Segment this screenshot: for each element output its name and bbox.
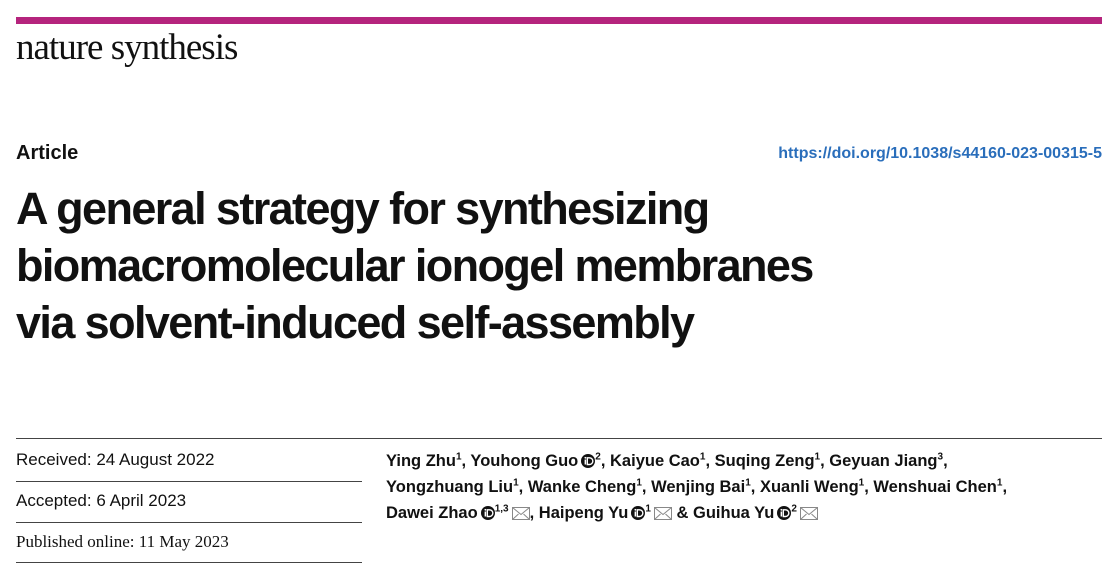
author-name[interactable]: Suqing Zeng: [714, 452, 815, 470]
divider: [16, 522, 362, 523]
orcid-icon[interactable]: [777, 506, 792, 520]
affiliation: 1: [814, 451, 821, 463]
title-line: A general strategy for synthesizing: [16, 183, 710, 234]
separator: ,: [820, 452, 825, 470]
separator: ,: [705, 452, 711, 470]
separator: ,: [864, 478, 869, 496]
divider: [16, 562, 362, 563]
author-name[interactable]: Wenjing Bai: [651, 478, 746, 496]
article-type: Article: [16, 142, 79, 164]
email-icon[interactable]: [653, 507, 672, 520]
journal-name: nature synthesis: [16, 27, 238, 68]
published: Published online: 11 May 2023: [16, 532, 229, 551]
accepted: Accepted: 6 April 2023: [16, 491, 187, 510]
title-line: biomacromolecular ionogel membranes: [16, 240, 814, 291]
orcid-icon[interactable]: [581, 454, 596, 468]
separator: ,: [461, 452, 467, 470]
separator: ,: [641, 478, 647, 496]
author-name[interactable]: Yongzhuang Liu: [386, 478, 514, 496]
author-name[interactable]: Dawei Zhao: [386, 504, 478, 522]
email-icon[interactable]: [799, 507, 818, 520]
separator: ,: [1002, 478, 1008, 496]
author-name[interactable]: Wanke Cheng: [527, 478, 637, 496]
separator: ,: [529, 504, 535, 522]
orcid-icon[interactable]: [480, 506, 495, 520]
accent-bar: [16, 17, 1102, 24]
author-name[interactable]: Youhong Guo: [470, 452, 579, 470]
author-line: Yongzhuang Liu1, Wanke Cheng1, Wenjing B…: [386, 474, 1007, 500]
title-line: via solvent-induced self-assembly: [16, 297, 695, 348]
divider: [16, 481, 362, 482]
affiliation: 1: [636, 477, 642, 489]
divider: [16, 438, 1102, 439]
conjunction: &: [676, 504, 689, 522]
author-name[interactable]: Ying Zhu: [386, 452, 456, 470]
separator: ,: [600, 452, 606, 470]
affiliation: 1,3: [494, 503, 509, 515]
author-list: Ying Zhu1, Youhong Guo 2, Kaiyue Cao1, Su…: [386, 448, 1007, 526]
received: Received: 24 August 2022: [16, 450, 215, 469]
author-name[interactable]: Haipeng Yu: [538, 504, 629, 522]
affiliation: 3: [937, 451, 944, 463]
affiliation: 2: [791, 503, 797, 515]
author-name[interactable]: Xuanli Weng: [759, 478, 859, 496]
affiliation: 2: [595, 451, 601, 463]
affiliation: 1: [513, 477, 519, 489]
affiliation: 1: [645, 503, 651, 515]
author-line: Dawei Zhao 1,3, Haipeng Yu 1 & Guihua Yu 2: [386, 500, 1007, 526]
author-name[interactable]: Wenshuai Chen: [873, 478, 997, 496]
separator: ,: [943, 452, 948, 470]
author-name[interactable]: Kaiyue Cao: [610, 452, 700, 470]
orcid-icon[interactable]: [631, 506, 646, 520]
separator: ,: [518, 478, 524, 496]
email-icon[interactable]: [511, 507, 530, 520]
author-name[interactable]: Guihua Yu: [693, 504, 775, 522]
title: A general strategy for synthesizing bioma…: [16, 180, 814, 351]
author-name[interactable]: Geyuan Jiang: [829, 452, 938, 470]
separator: ,: [750, 478, 756, 496]
affiliation: 1: [858, 477, 865, 489]
affiliation: 1: [455, 451, 462, 463]
affiliation: 1: [699, 451, 706, 463]
affiliation: 1: [745, 477, 751, 489]
author-line: Ying Zhu1, Youhong Guo 2, Kaiyue Cao1, Su…: [386, 448, 1007, 474]
doi-link[interactable]: https://doi.org/10.1038/s44160-023-00315…: [778, 145, 1102, 162]
affiliation: 1: [996, 477, 1003, 489]
